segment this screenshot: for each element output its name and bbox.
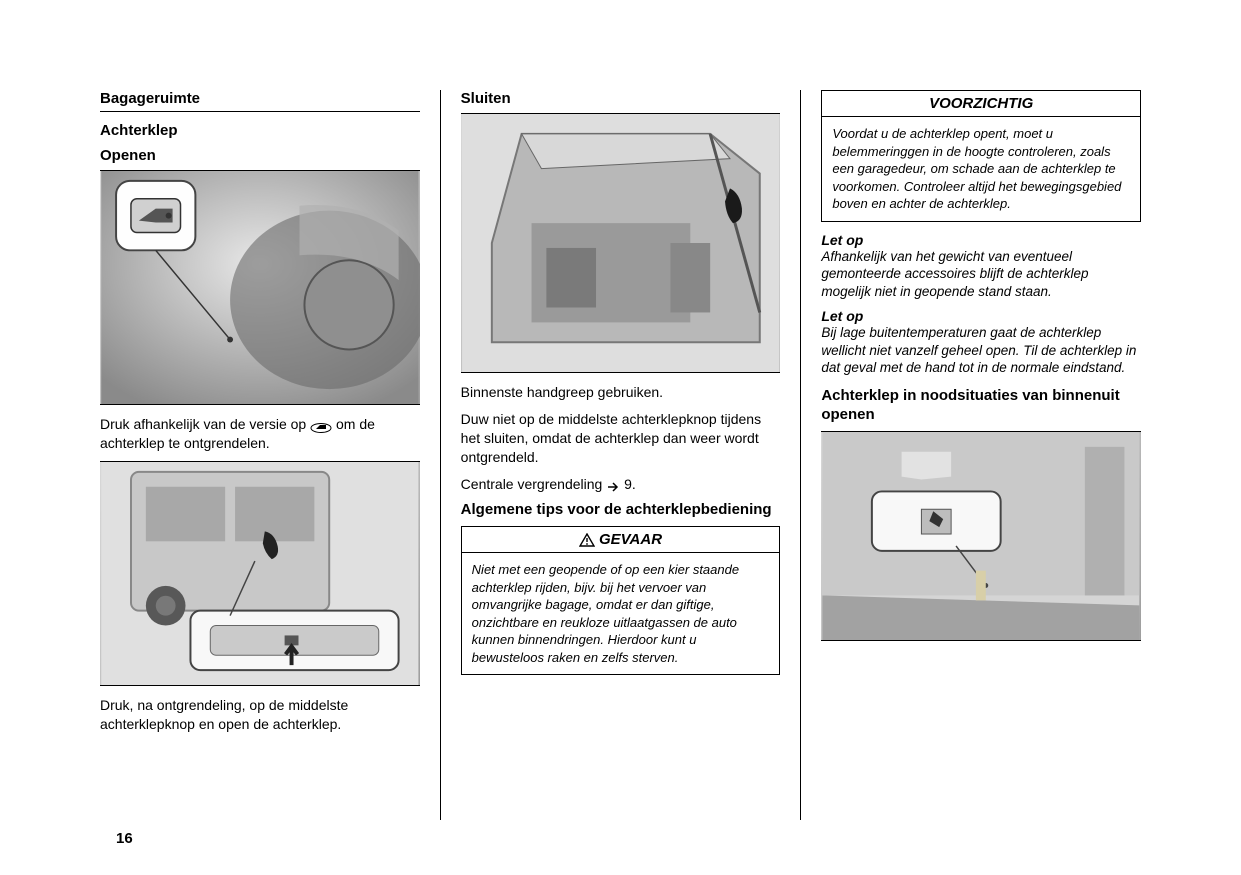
figure-close-tailgate — [461, 113, 781, 373]
tailgate-button-icon — [310, 419, 332, 431]
subsection-title: Achterklep — [100, 122, 420, 139]
close-title: Sluiten — [461, 90, 781, 107]
close-text-3: Centrale vergrendeling 9. — [461, 475, 781, 494]
note-1-body: Afhankelijk van het gewicht van eventuee… — [821, 248, 1141, 301]
tips-title: Algemene tips voor de achterklepbedienin… — [461, 501, 781, 520]
column-divider-1 — [440, 90, 441, 820]
figure-emergency-open — [821, 431, 1141, 641]
danger-body: Niet met een geopende of op een kier sta… — [462, 553, 780, 674]
column-1: Bagageruimte Achterklep Openen — [100, 90, 436, 820]
page-number: 16 — [116, 830, 133, 847]
columns-container: Bagageruimte Achterklep Openen — [100, 90, 1141, 820]
column-3: VOORZICHTIG Voordat u de achterklep open… — [805, 90, 1141, 820]
column-2: Sluiten Binnenste handgreep gebruiken. D… — [445, 90, 797, 820]
danger-title: GEVAAR — [599, 531, 662, 548]
open-text-1: Druk afhankelijk van de versie op om de … — [100, 415, 420, 453]
note-2-body: Bij lage buitentemperaturen gaat de acht… — [821, 324, 1141, 377]
note-1-title: Let op — [821, 232, 1141, 248]
caution-title: VOORZICHTIG — [822, 91, 1140, 117]
section-title: Bagageruimte — [100, 90, 420, 112]
close-text-2: Duw niet op de middelste achterklepknop … — [461, 410, 781, 467]
open-title: Openen — [100, 147, 420, 164]
figure-open-button — [100, 170, 420, 405]
column-divider-2 — [800, 90, 801, 820]
manual-page: Bagageruimte Achterklep Openen — [0, 0, 1241, 875]
caution-body: Voordat u de achterklep opent, moet u be… — [822, 117, 1140, 221]
close-text-1: Binnenste handgreep gebruiken. — [461, 383, 781, 402]
text-part-a: Centrale vergrendeling — [461, 476, 607, 492]
danger-callout: GEVAAR Niet met een geopende of op een k… — [461, 526, 781, 675]
text-part-b: 9. — [620, 476, 636, 492]
open-text-2: Druk, na ontgrendeling, op de middelste … — [100, 696, 420, 734]
emergency-title: Achterklep in noodsituaties van binnenui… — [821, 387, 1141, 425]
caution-callout: VOORZICHTIG Voordat u de achterklep open… — [821, 90, 1141, 222]
figure-open-rear — [100, 461, 420, 686]
text-part-a: Druk afhankelijk van de versie op — [100, 416, 310, 432]
warning-triangle-icon — [579, 533, 595, 547]
note-2-title: Let op — [821, 308, 1141, 324]
danger-title-row: GEVAAR — [462, 527, 780, 553]
reference-arrow-icon — [606, 479, 620, 491]
